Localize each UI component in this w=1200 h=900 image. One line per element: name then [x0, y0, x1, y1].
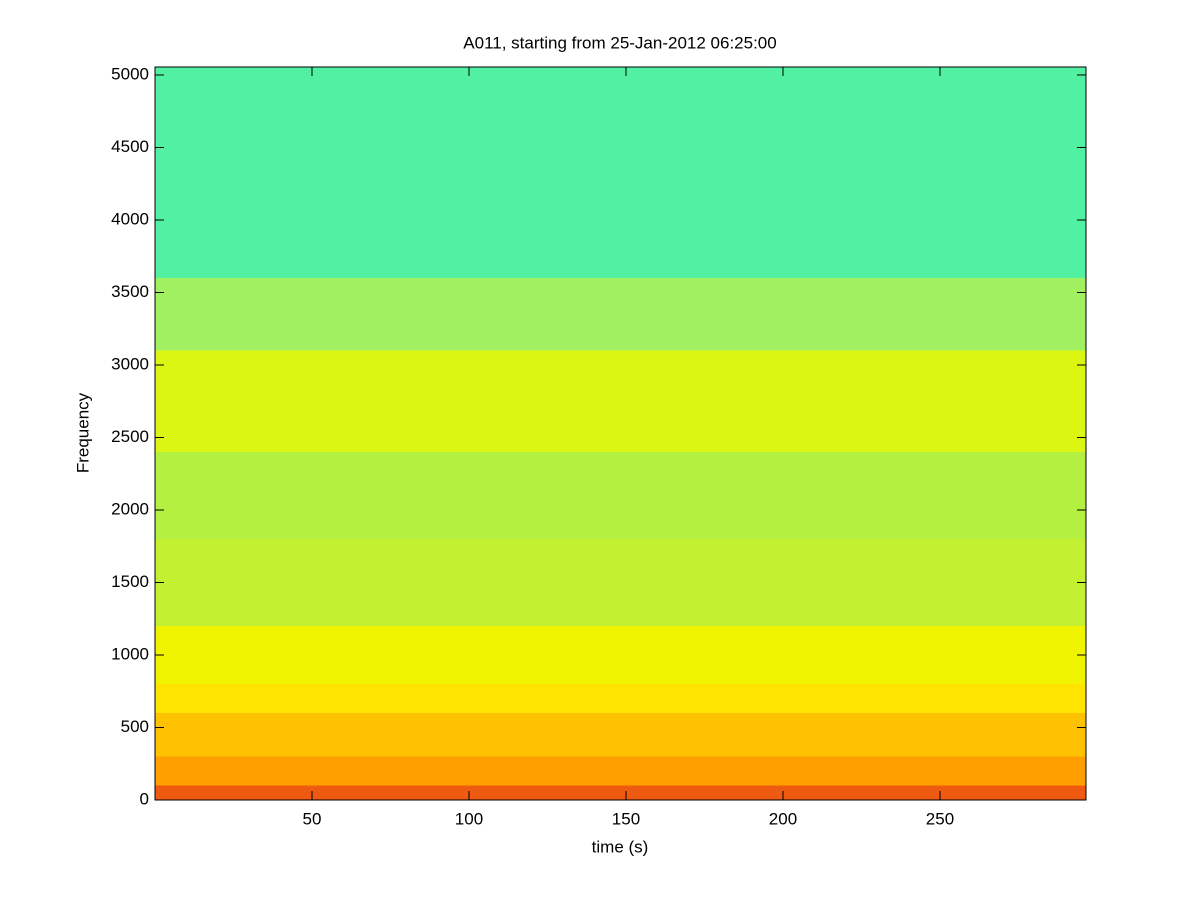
spectrogram-band — [155, 712, 1086, 757]
x-tick-label: 200 — [769, 809, 797, 828]
y-tick-label: 1500 — [111, 572, 149, 591]
y-tick-label: 5000 — [111, 64, 149, 83]
y-tick-label: 500 — [121, 717, 149, 736]
y-tick-label: 3000 — [111, 354, 149, 373]
x-tick-label: 50 — [303, 809, 322, 828]
y-tick-label: 3500 — [111, 282, 149, 301]
y-tick-label: 4500 — [111, 137, 149, 156]
x-tick-label: 250 — [926, 809, 954, 828]
plot-area — [155, 67, 1086, 800]
x-axis-label: time (s) — [592, 837, 649, 856]
spectrogram-band — [155, 625, 1086, 684]
chart-title: A011, starting from 25-Jan-2012 06:25:00 — [463, 33, 776, 52]
y-axis-label: Frequency — [73, 392, 92, 473]
spectrogram-band — [155, 683, 1086, 713]
y-tick-label: 4000 — [111, 209, 149, 228]
spectrogram-band — [155, 277, 1086, 351]
y-tick-label: 2500 — [111, 427, 149, 446]
spectrogram-band — [155, 451, 1086, 539]
axes-box — [154, 66, 1087, 801]
y-tick-label: 0 — [140, 789, 149, 808]
spectrogram-band — [155, 785, 1086, 800]
spectrogram-band — [155, 350, 1086, 452]
x-tick-label: 150 — [612, 809, 640, 828]
spectrogram-band — [155, 756, 1086, 786]
spectrogram-band — [155, 67, 1086, 278]
x-tick-label: 100 — [455, 809, 483, 828]
y-tick-label: 1000 — [111, 644, 149, 663]
y-tick-label: 2000 — [111, 499, 149, 518]
spectrogram-band — [155, 538, 1086, 626]
